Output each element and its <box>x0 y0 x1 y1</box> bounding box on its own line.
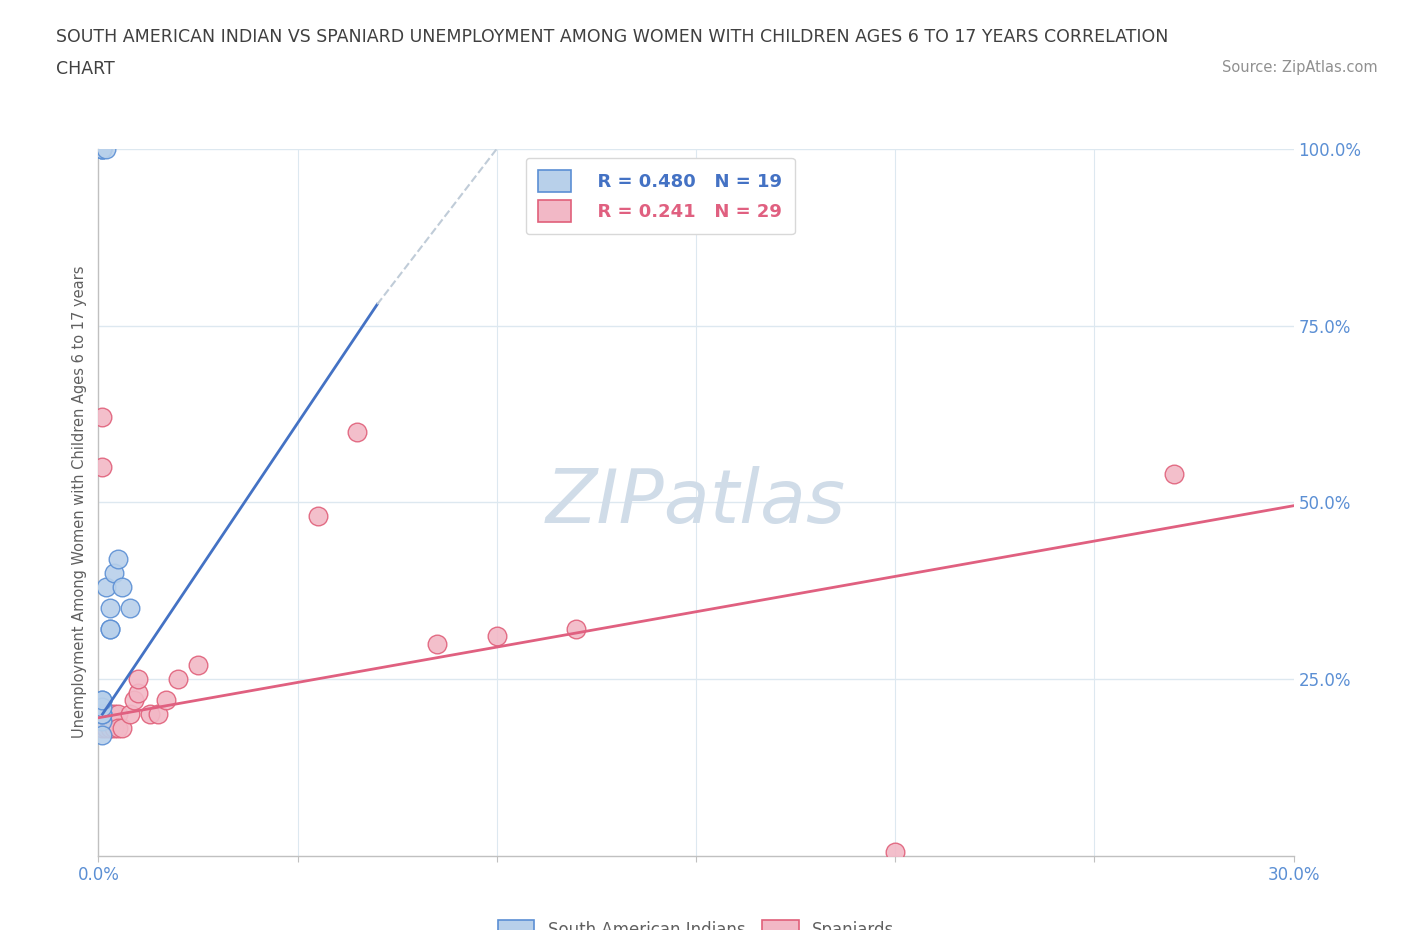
Point <box>91 410 114 425</box>
Point <box>346 424 368 439</box>
Point <box>107 551 129 566</box>
Point <box>426 636 449 651</box>
Point <box>1163 467 1185 482</box>
Point <box>96 721 118 736</box>
Point <box>120 707 142 722</box>
Point <box>127 685 149 700</box>
Point <box>96 707 118 722</box>
Point <box>111 579 134 594</box>
Point <box>91 693 114 708</box>
Point <box>565 622 588 637</box>
Point <box>91 693 114 708</box>
Point <box>103 721 125 736</box>
Point <box>98 622 122 637</box>
Text: ZIPatlas: ZIPatlas <box>546 466 846 538</box>
Point <box>884 844 907 859</box>
Point <box>91 141 114 156</box>
Point <box>107 707 129 722</box>
Point <box>96 141 118 156</box>
Point <box>98 601 122 616</box>
Legend: South American Indians, Spaniards: South American Indians, Spaniards <box>491 913 901 930</box>
Point <box>139 707 162 722</box>
Point <box>148 707 170 722</box>
Point <box>98 622 122 637</box>
Y-axis label: Unemployment Among Women with Children Ages 6 to 17 years: Unemployment Among Women with Children A… <box>72 266 87 738</box>
Point <box>96 579 118 594</box>
Point <box>187 658 209 672</box>
Text: CHART: CHART <box>56 60 115 78</box>
Point <box>124 693 146 708</box>
Point <box>91 699 114 714</box>
Point <box>155 693 177 708</box>
Point <box>103 707 125 722</box>
Point <box>120 601 142 616</box>
Point <box>307 509 329 524</box>
Point <box>91 721 114 736</box>
Point <box>107 721 129 736</box>
Point <box>98 707 122 722</box>
Point <box>91 707 114 722</box>
Point <box>91 141 114 156</box>
Point <box>111 721 134 736</box>
Point <box>91 707 114 722</box>
Point <box>167 671 190 686</box>
Point <box>91 728 114 743</box>
Text: SOUTH AMERICAN INDIAN VS SPANIARD UNEMPLOYMENT AMONG WOMEN WITH CHILDREN AGES 6 : SOUTH AMERICAN INDIAN VS SPANIARD UNEMPL… <box>56 28 1168 46</box>
Point <box>91 459 114 474</box>
Point <box>91 707 114 722</box>
Point <box>98 721 122 736</box>
Point <box>485 629 508 644</box>
Text: Source: ZipAtlas.com: Source: ZipAtlas.com <box>1222 60 1378 75</box>
Point <box>91 141 114 156</box>
Point <box>103 565 125 580</box>
Point <box>91 714 114 729</box>
Point <box>127 671 149 686</box>
